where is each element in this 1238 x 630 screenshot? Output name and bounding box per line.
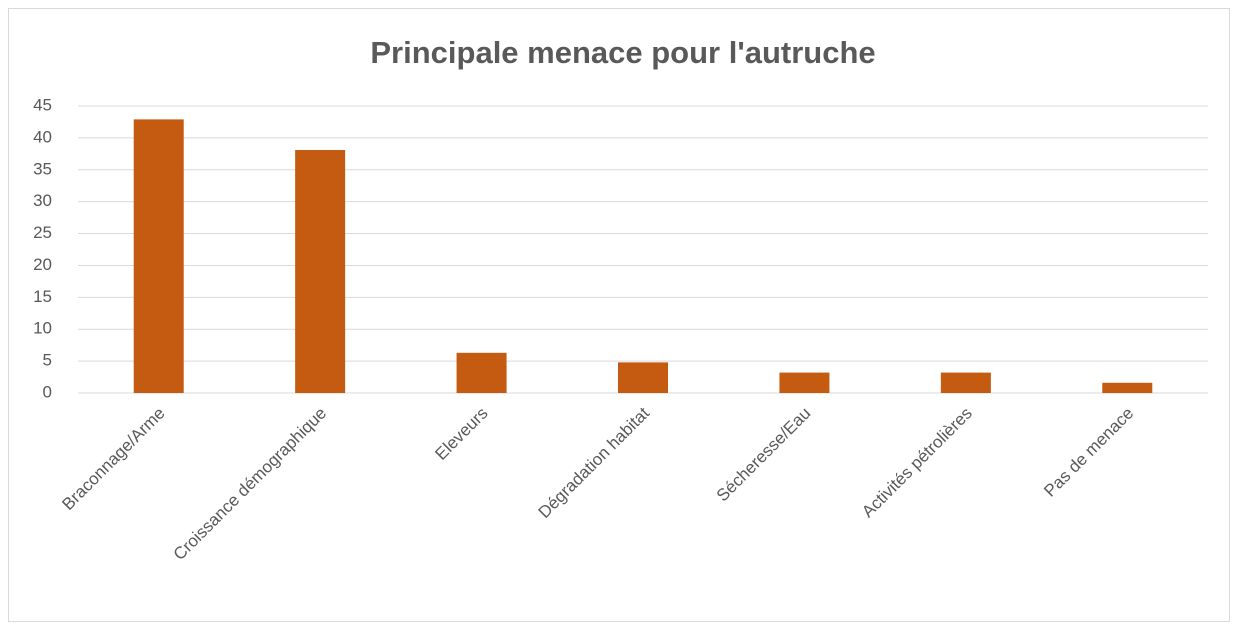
chart-border: [8, 8, 1230, 622]
bar: [940, 372, 991, 393]
y-tick-label: 5: [43, 351, 52, 370]
y-tick-label: 20: [33, 255, 52, 274]
chart-title: Principale menace pour l'autruche: [370, 35, 875, 70]
y-tick-label: 25: [33, 223, 52, 242]
y-tick-label: 45: [33, 95, 52, 114]
y-tick-label: 15: [33, 287, 52, 306]
bar: [133, 119, 184, 393]
y-tick-label: 35: [33, 159, 52, 178]
y-tick-label: 30: [33, 191, 52, 210]
bar: [295, 150, 346, 393]
bar: [1102, 382, 1153, 393]
bar: [779, 372, 830, 393]
bar: [456, 352, 507, 393]
bar: [618, 362, 668, 393]
y-tick-label: 0: [43, 382, 52, 401]
y-tick-label: 10: [33, 319, 52, 338]
y-tick-label: 40: [33, 127, 52, 146]
